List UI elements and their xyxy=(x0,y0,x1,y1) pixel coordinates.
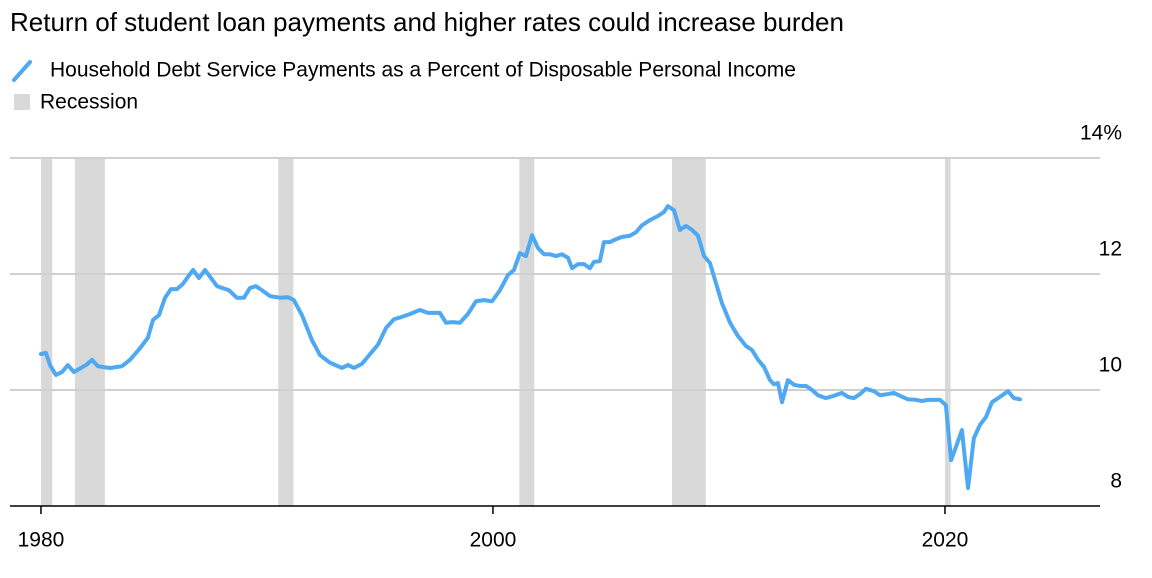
x-tick-label: 2000 xyxy=(470,529,517,552)
legend-swatch xyxy=(14,94,30,110)
y-tick-label: 14% xyxy=(1080,122,1122,145)
legend-swatch xyxy=(12,60,32,82)
recession-band xyxy=(74,158,105,506)
recession-band xyxy=(944,158,951,506)
recession-band xyxy=(40,158,53,506)
y-tick-label: 12 xyxy=(1099,238,1122,261)
legend-label: Recession xyxy=(40,91,138,114)
y-tick-label: 8 xyxy=(1110,470,1122,493)
recession-band xyxy=(671,158,706,506)
x-tick-label: 1980 xyxy=(18,529,65,552)
chart-title: Return of student loan payments and high… xyxy=(10,7,844,37)
data-line xyxy=(38,204,1022,491)
recession-band xyxy=(278,158,294,506)
legend-label: Household Debt Service Payments as a Per… xyxy=(50,59,796,82)
y-tick-label: 10 xyxy=(1099,354,1122,377)
x-tick-label: 2020 xyxy=(922,529,969,552)
recession-band xyxy=(519,158,535,506)
